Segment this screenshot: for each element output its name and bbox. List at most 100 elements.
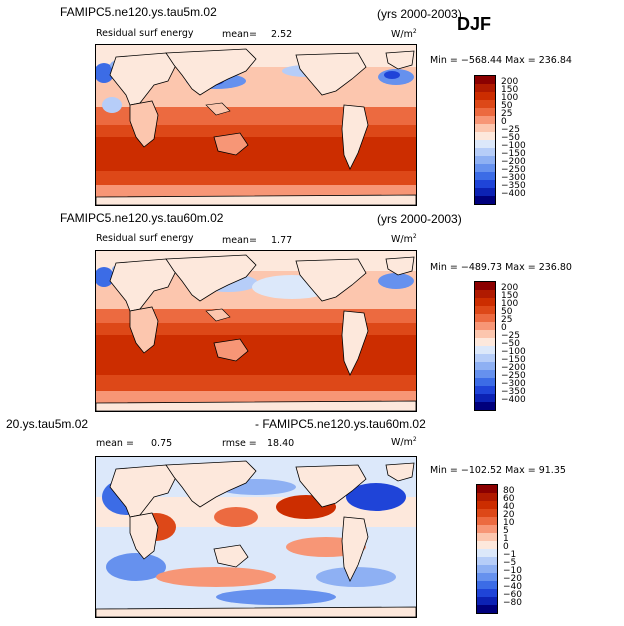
- panel3-minmax: Min = −102.52 Max = 91.35: [430, 465, 566, 476]
- panel1-mean-value: 2.52: [271, 29, 293, 40]
- colorbar-swatch: [475, 180, 495, 188]
- colorbar-tick-label: 50: [501, 101, 513, 111]
- colorbar-tick-label: 200: [501, 283, 519, 293]
- panel2-minmax: Min = −489.73 Max = 236.80: [430, 262, 572, 273]
- colorbar-tick-label: −1: [503, 550, 517, 560]
- panel2-case-title: FAMIPC5.ne120.ys.tau60m.02: [60, 211, 224, 225]
- panel3-rmse-label: rmse =: [222, 438, 257, 449]
- colorbar-tick-label: −100: [501, 347, 526, 357]
- colorbar-tick-label: −5: [503, 558, 517, 568]
- colorbar-tick-label: 100: [501, 299, 519, 309]
- colorbar-tick-label: −150: [501, 149, 526, 159]
- colorbar-tick-label: −300: [501, 173, 526, 183]
- colorbar-tick-label: −40: [503, 582, 522, 592]
- panel2-units: W/m2: [391, 233, 417, 246]
- panel1-colorbar: [474, 75, 496, 205]
- panel3-map: [95, 456, 417, 618]
- colorbar-swatch: [477, 573, 497, 581]
- colorbar-swatch: [477, 565, 497, 573]
- colorbar-swatch: [477, 493, 497, 501]
- panel1-map: [95, 44, 417, 206]
- panel2-years: (yrs 2000-2003): [377, 212, 462, 226]
- colorbar-swatch: [475, 362, 495, 370]
- colorbar-swatch: [477, 517, 497, 525]
- colorbar-swatch: [477, 589, 497, 597]
- colorbar-tick-label: −300: [501, 379, 526, 389]
- colorbar-tick-label: 20: [503, 510, 515, 520]
- colorbar-tick-label: −80: [503, 598, 522, 608]
- colorbar-tick-label: 80: [503, 486, 515, 496]
- colorbar-swatch: [475, 370, 495, 378]
- colorbar-tick-label: 150: [501, 85, 519, 95]
- colorbar-swatch: [475, 172, 495, 180]
- panel2-map-field: [96, 251, 416, 411]
- colorbar-tick-label: −100: [501, 141, 526, 151]
- colorbar-swatch: [477, 581, 497, 589]
- colorbar-swatch: [475, 306, 495, 314]
- colorbar-swatch: [475, 394, 495, 402]
- colorbar-tick-label: −25: [501, 331, 520, 341]
- colorbar-swatch: [475, 148, 495, 156]
- colorbar-tick-label: −20: [503, 574, 522, 584]
- colorbar-tick-label: −10: [503, 566, 522, 576]
- colorbar-swatch: [475, 338, 495, 346]
- colorbar-swatch: [477, 525, 497, 533]
- colorbar-swatch: [475, 92, 495, 100]
- panel1-mean-label: mean=: [222, 29, 257, 40]
- colorbar-tick-label: 1: [503, 534, 509, 544]
- colorbar-swatch: [475, 298, 495, 306]
- colorbar-swatch: [475, 116, 495, 124]
- colorbar-tick-label: −50: [501, 339, 520, 349]
- colorbar-tick-label: −400: [501, 395, 526, 405]
- season-label: DJF: [457, 14, 492, 34]
- colorbar-swatch: [475, 346, 495, 354]
- colorbar-tick-label: 100: [501, 93, 519, 103]
- panel3-map-field: [96, 457, 416, 617]
- panel3-colorbar: [476, 484, 498, 614]
- colorbar-tick-label: −200: [501, 157, 526, 167]
- panel1-map-field: [96, 45, 416, 205]
- colorbar-tick-label: 200: [501, 77, 519, 87]
- colorbar-tick-label: −400: [501, 189, 526, 199]
- colorbar-swatch: [475, 76, 495, 84]
- panel3-rmse-value: 18.40: [267, 438, 295, 449]
- colorbar-swatch: [475, 156, 495, 164]
- panel3-mean-label: mean =: [96, 438, 134, 449]
- colorbar-tick-label: 150: [501, 291, 519, 301]
- colorbar-swatch: [475, 282, 495, 290]
- colorbar-swatch: [477, 549, 497, 557]
- colorbar-tick-label: 5: [503, 526, 509, 536]
- panel1-variable: Residual surf energy: [96, 28, 194, 39]
- colorbar-swatch: [477, 557, 497, 565]
- colorbar-swatch: [475, 100, 495, 108]
- colorbar-swatch: [475, 354, 495, 362]
- panel2-mean-value: 1.77: [271, 235, 293, 246]
- colorbar-tick-label: −250: [501, 165, 526, 175]
- colorbar-tick-label: 0: [501, 117, 507, 127]
- colorbar-tick-label: −50: [501, 133, 520, 143]
- colorbar-tick-label: −350: [501, 181, 526, 191]
- colorbar-swatch: [475, 314, 495, 322]
- colorbar-swatch: [475, 290, 495, 298]
- colorbar-swatch: [475, 140, 495, 148]
- colorbar-swatch: [477, 533, 497, 541]
- colorbar-swatch: [477, 485, 497, 493]
- colorbar-tick-label: −150: [501, 355, 526, 365]
- panel3-units: W/m2: [391, 436, 417, 449]
- colorbar-tick-label: −350: [501, 387, 526, 397]
- colorbar-tick-label: −200: [501, 363, 526, 373]
- panel2-colorbar: [474, 281, 496, 411]
- colorbar-tick-label: 40: [503, 502, 515, 512]
- colorbar-tick-label: −250: [501, 371, 526, 381]
- colorbar-swatch: [475, 108, 495, 116]
- panel3-case-right: - FAMIPC5.ne120.ys.tau60m.02: [255, 417, 426, 431]
- panel2-map: [95, 250, 417, 412]
- colorbar-tick-label: 0: [501, 323, 507, 333]
- colorbar-tick-label: −25: [501, 125, 520, 135]
- colorbar-swatch: [477, 501, 497, 509]
- panel3-mean-value: 0.75: [151, 438, 173, 449]
- colorbar-swatch: [475, 84, 495, 92]
- colorbar-swatch: [475, 188, 495, 196]
- panel1-case-title: FAMIPC5.ne120.ys.tau5m.02: [60, 5, 217, 19]
- colorbar-swatch: [477, 605, 497, 613]
